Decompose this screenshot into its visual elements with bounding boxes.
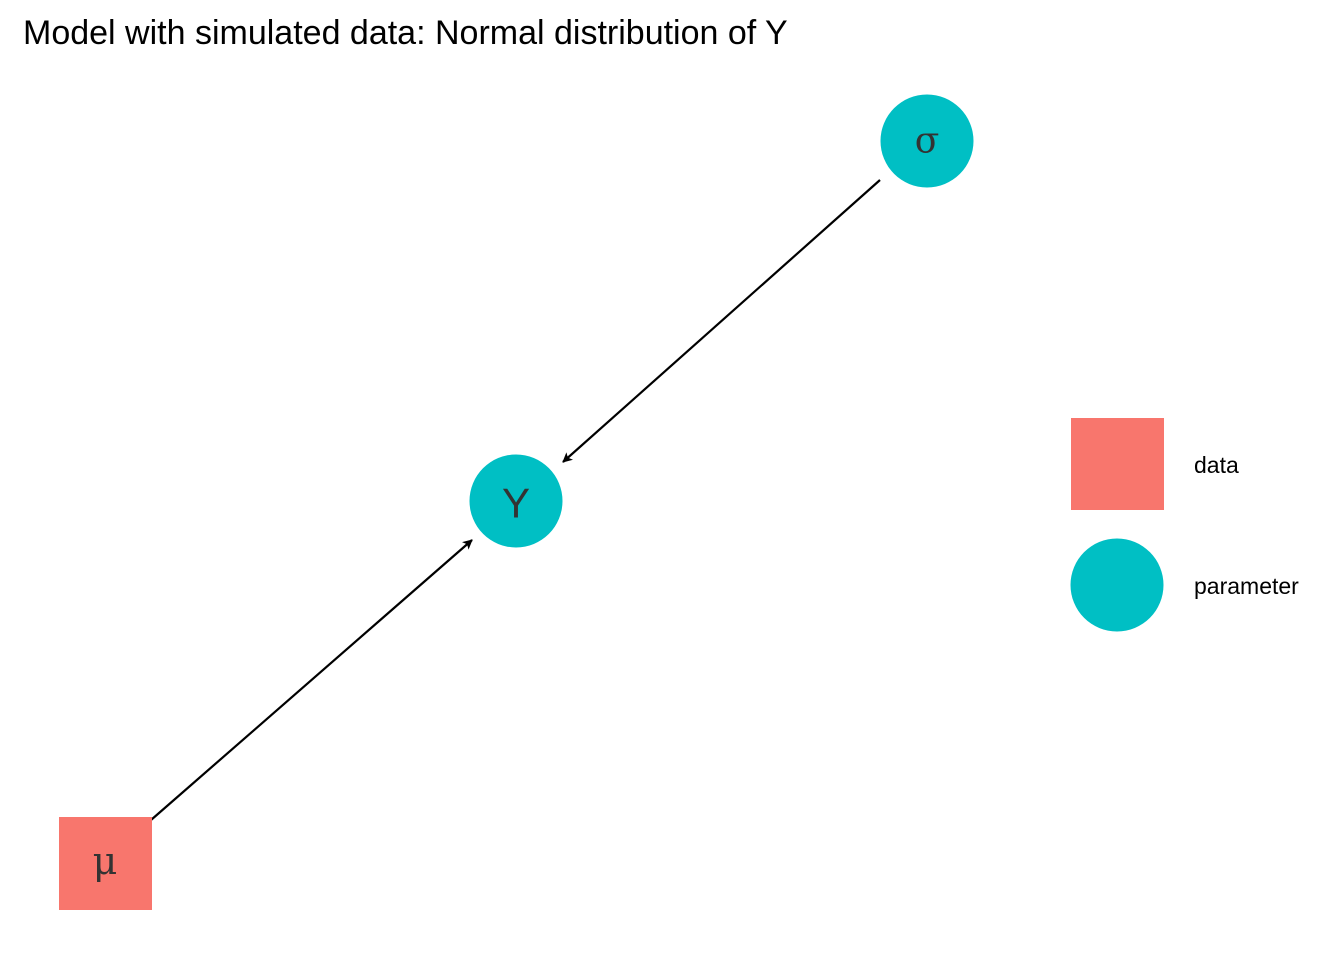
node-mu-shape xyxy=(59,817,152,910)
legend-item-parameter: parameter xyxy=(1070,538,1299,632)
node-sigma-shape xyxy=(880,94,974,188)
legend-data-key xyxy=(1071,418,1164,510)
node-mu-label: μ xyxy=(93,839,118,883)
node-y-shape xyxy=(469,454,563,548)
node-y: Y xyxy=(469,454,563,548)
legend-item-data: data xyxy=(1071,418,1239,510)
edge-sigma-to-y xyxy=(562,179,881,463)
edge-mu-to-y xyxy=(150,539,473,821)
legend-parameter-key xyxy=(1070,538,1164,632)
legend: data parameter xyxy=(1070,418,1299,632)
node-y-label: Y xyxy=(502,480,530,527)
node-sigma-label: σ xyxy=(915,121,940,162)
node-sigma: σ xyxy=(880,94,974,188)
node-mu: μ xyxy=(59,817,152,910)
diagram-title: Model with simulated data: Normal distri… xyxy=(23,14,788,52)
legend-parameter-label: parameter xyxy=(1194,573,1299,599)
edges xyxy=(150,179,881,821)
legend-data-label: data xyxy=(1194,452,1239,478)
